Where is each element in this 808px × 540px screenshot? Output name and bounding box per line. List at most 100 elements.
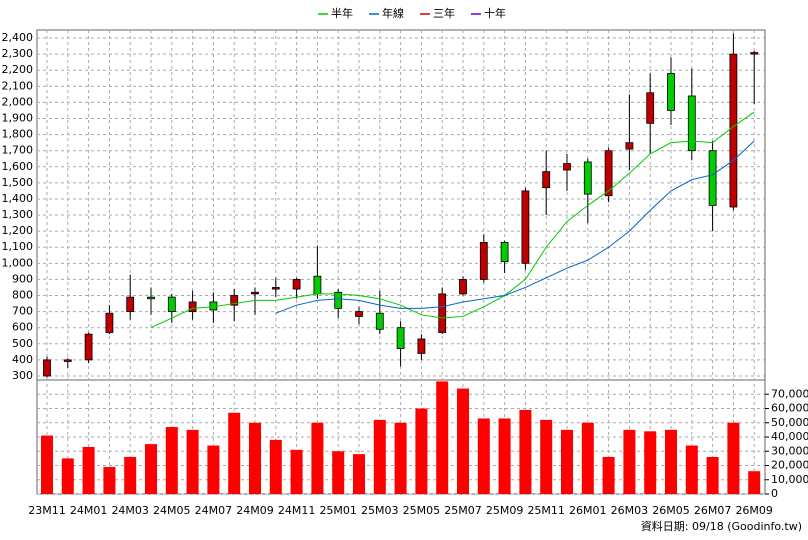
y-tick-label: 600	[12, 321, 33, 334]
candle-body	[251, 291, 259, 295]
candle-body	[750, 52, 759, 55]
candle-body	[43, 359, 51, 377]
candle-body	[167, 296, 176, 313]
candle-body	[84, 333, 93, 361]
candle-body	[521, 190, 530, 264]
y-tick-label: 2,100	[2, 79, 34, 92]
candle-body	[126, 296, 135, 313]
x-tick-label: 25M03	[361, 504, 399, 517]
legend-label: 三年	[433, 6, 455, 20]
volume-bar	[332, 451, 345, 494]
y-tick-label: 2,300	[2, 47, 34, 60]
y-tick-label: 1,600	[2, 160, 34, 173]
x-tick-label: 24M01	[70, 504, 108, 517]
candle-body	[105, 312, 114, 333]
volume-bar	[519, 409, 532, 494]
volume-bar	[477, 418, 490, 494]
candle-body	[687, 95, 696, 152]
x-tick-label: 24M07	[195, 504, 233, 517]
x-tick-label: 24M05	[153, 504, 191, 517]
x-tick-label: 26M03	[611, 504, 649, 517]
candle-body	[500, 242, 509, 263]
candle-body	[563, 163, 571, 171]
y-tick-label: 2,200	[2, 63, 34, 76]
candle-body	[271, 287, 280, 290]
candle-body	[396, 327, 405, 350]
volume-bar	[685, 445, 698, 494]
candle-body	[646, 92, 655, 124]
legend-label: 半年	[331, 6, 353, 20]
x-tick-label: 24M09	[236, 504, 274, 517]
volume-bar	[103, 466, 116, 494]
volume-bar	[145, 444, 157, 494]
candle-body	[625, 142, 634, 150]
candle-body	[583, 161, 592, 195]
candle-body	[147, 296, 155, 300]
volume-bar	[228, 412, 241, 494]
y-tick-label: 20,000	[771, 459, 808, 472]
x-tick-label: 25M09	[486, 504, 524, 517]
volume-bar	[665, 429, 677, 494]
y-tick-label: 60,000	[771, 402, 808, 415]
ma-line	[275, 140, 755, 314]
candle-body	[604, 150, 613, 197]
volume-bar	[353, 454, 365, 494]
candle-body	[313, 275, 322, 295]
volume-bar	[269, 439, 282, 494]
x-tick-label: 26M07	[694, 504, 732, 517]
y-tick-label: 1,800	[2, 128, 34, 141]
x-tick-label: 23M11	[28, 504, 66, 517]
volume-bar	[82, 446, 95, 494]
volume-bar	[165, 427, 178, 494]
y-tick-label: 0	[771, 487, 778, 500]
candle-body	[459, 279, 467, 295]
volume-bar	[623, 429, 636, 494]
x-tick-label: 26M01	[569, 504, 607, 517]
source-note: 資料日期: 09/18 (Goodinfo.tw)	[641, 519, 802, 533]
x-tick-label: 26M05	[652, 504, 690, 517]
volume-bar	[186, 429, 199, 494]
volume-bar	[41, 435, 53, 494]
volume-bar	[249, 422, 261, 494]
volume-bar	[124, 456, 137, 494]
volume-bar	[706, 456, 719, 494]
y-tick-label: 40,000	[771, 430, 808, 443]
y-tick-label: 1,000	[2, 256, 34, 269]
y-tick-label: 800	[12, 289, 33, 302]
y-tick-label: 70,000	[771, 387, 808, 400]
volume-bar	[581, 422, 594, 494]
volume-bar	[748, 471, 761, 494]
candle-body	[542, 171, 551, 189]
y-tick-label: 1,100	[2, 240, 34, 253]
y-tick-label: 10,000	[771, 473, 808, 486]
y-tick-label: 2,400	[2, 31, 34, 44]
candle-body	[63, 359, 72, 362]
candle-body	[708, 150, 717, 206]
candle-body	[292, 279, 301, 290]
volume-bar	[207, 445, 220, 494]
volume-bar	[415, 408, 428, 494]
volume-bar	[394, 422, 407, 494]
y-tick-label: 1,200	[2, 224, 34, 237]
candle-body	[729, 53, 738, 208]
y-tick-label: 1,900	[2, 112, 34, 125]
volume-bar	[561, 429, 573, 494]
volume-bar	[540, 419, 553, 494]
volume-bar	[436, 381, 449, 494]
y-tick-label: 900	[12, 272, 33, 285]
y-tick-label: 1,400	[2, 192, 34, 205]
x-tick-label: 26M09	[735, 504, 773, 517]
candle-body	[188, 301, 197, 313]
volume-bar	[644, 431, 657, 494]
candle-body	[355, 311, 363, 317]
x-tick-label: 24M11	[278, 504, 316, 517]
volume-bar	[373, 419, 386, 494]
candle-body	[438, 293, 447, 333]
y-tick-label: 300	[12, 369, 33, 382]
y-tick-label: 30,000	[771, 444, 808, 457]
volume-bar	[498, 418, 511, 494]
x-tick-label: 25M07	[444, 504, 482, 517]
candle-body	[667, 73, 675, 111]
legend-label: 年線	[382, 6, 404, 20]
